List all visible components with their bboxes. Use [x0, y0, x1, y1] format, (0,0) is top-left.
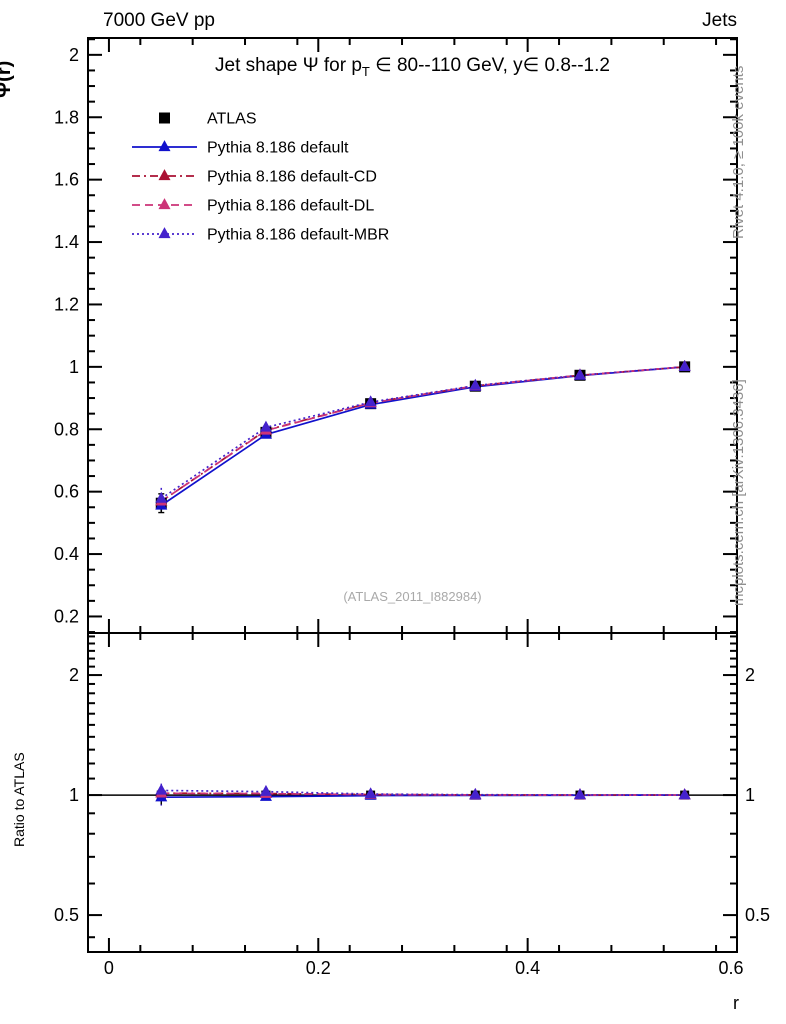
ratio-mc-marker — [678, 788, 691, 800]
legend-marker-triangle — [158, 198, 171, 210]
mcplots-reference-text: mcplots.cern.ch [arXiv:1306.3436] — [730, 379, 747, 606]
ratio-y-ticks: 0.5 0.5 1 1 2 2 — [54, 635, 770, 939]
legend-label: Pythia 8.186 default — [207, 140, 349, 157]
beam-energy-label: 7000 GeV pp — [103, 10, 215, 31]
y-tick-label: 1 — [69, 357, 79, 377]
legend-marker-triangle — [158, 169, 171, 181]
legend-item-pythia-8.186-default-dl: Pythia 8.186 default-DL — [132, 198, 374, 215]
series-line-pythia-8.186-default — [160, 366, 685, 507]
main-panel — [155, 360, 691, 514]
plot-title-prefix: Jet shape Ψ for p — [215, 55, 362, 76]
y-tick-label: 0.4 — [54, 544, 79, 564]
legend-item-pythia-8.186-default-mbr: Pythia 8.186 default-MBR — [132, 227, 389, 244]
ratio-mc-marker — [573, 788, 586, 800]
y-tick-label: 1.6 — [54, 170, 79, 190]
mc-marker — [155, 491, 168, 503]
legend-label: ATLAS — [207, 111, 257, 128]
panel-frames — [87, 37, 738, 953]
mc-marker — [573, 368, 586, 380]
legend-label: Pythia 8.186 default-DL — [207, 198, 374, 215]
x-axis-ticks: 0 0.2 0.4 0.6 — [104, 38, 744, 978]
ratio-tick-label-left: 0.5 — [54, 905, 79, 925]
legend-label: Pythia 8.186 default-CD — [207, 169, 377, 186]
legend-item-atlas: ATLAS — [159, 111, 257, 128]
plot-title-subscript: T — [361, 64, 370, 79]
legend-marker-square — [159, 112, 170, 124]
plot-title-suffix: ∈ 80--110 GeV, y∈ 0.8--1.2 — [369, 55, 610, 76]
mc-marker — [259, 420, 272, 432]
mc-marker — [469, 378, 482, 390]
ratio-panel — [88, 783, 737, 808]
x-tick-label: 0.6 — [718, 958, 743, 978]
series-line-pythia-8.186-default-cd — [160, 366, 685, 503]
x-tick-label: 0 — [104, 958, 114, 978]
ratio-line-pythia-8.186-default-mbr — [161, 789, 685, 796]
analysis-id-watermark: (ATLAS_2011_I882984) — [343, 589, 482, 604]
mc-marker — [678, 360, 691, 372]
legend-marker-triangle — [158, 140, 171, 152]
x-axis-label: r — [733, 993, 739, 1013]
y-tick-label: 1.4 — [54, 232, 79, 252]
y-tick-label: 1.2 — [54, 294, 79, 314]
ratio-mc-marker — [364, 787, 377, 799]
legend-label: Pythia 8.186 default-MBR — [207, 227, 389, 244]
legend-item-pythia-8.186-default-cd: Pythia 8.186 default-CD — [132, 169, 377, 186]
legend-marker-triangle — [158, 227, 171, 239]
y-tick-label: 2 — [69, 45, 79, 65]
ratio-tick-label-right: 2 — [745, 665, 755, 685]
legend: ATLAS Pythia 8.186 default Pythia 8.186 de… — [132, 111, 389, 244]
main-panel-frame — [87, 37, 738, 634]
series-line-pythia-8.186-default-dl — [160, 366, 685, 503]
y-axis-label: Ψ(r) — [0, 60, 15, 98]
y-tick-label: 0.2 — [54, 606, 79, 626]
ratio-tick-label-right: 1 — [745, 785, 755, 805]
y-axis-ticks: 0.2 0.4 0.6 0.8 1 1.2 1.4 1.6 1.8 2 — [54, 38, 737, 634]
ratio-tick-label-left: 1 — [69, 785, 79, 805]
ratio-mc-marker — [155, 783, 168, 795]
ratio-mc-marker — [469, 787, 482, 799]
y-tick-label: 0.6 — [54, 482, 79, 502]
analysis-group-label: Jets — [702, 10, 737, 31]
series-line-pythia-8.186-default-mbr — [160, 366, 685, 500]
y-tick-label: 1.8 — [54, 107, 79, 127]
y-tick-label: 0.8 — [54, 419, 79, 439]
ratio-mc-marker — [259, 784, 272, 796]
ratio-y-axis-label: Ratio to ATLAS — [11, 752, 27, 847]
x-tick-label: 0.2 — [306, 958, 331, 978]
rivet-version-text: Rivet 4.1.0, ≥ 100k events — [730, 65, 747, 239]
plot-title: Jet shape Ψ for pT ∈ 80--110 GeV, y∈ 0.8… — [88, 54, 737, 79]
x-tick-label: 0.4 — [515, 958, 540, 978]
ratio-panel-frame — [87, 632, 738, 953]
ratio-tick-label-left: 2 — [69, 665, 79, 685]
mc-marker — [364, 395, 377, 407]
ratio-tick-label-right: 0.5 — [745, 905, 770, 925]
legend-item-pythia-8.186-default: Pythia 8.186 default — [132, 140, 349, 157]
